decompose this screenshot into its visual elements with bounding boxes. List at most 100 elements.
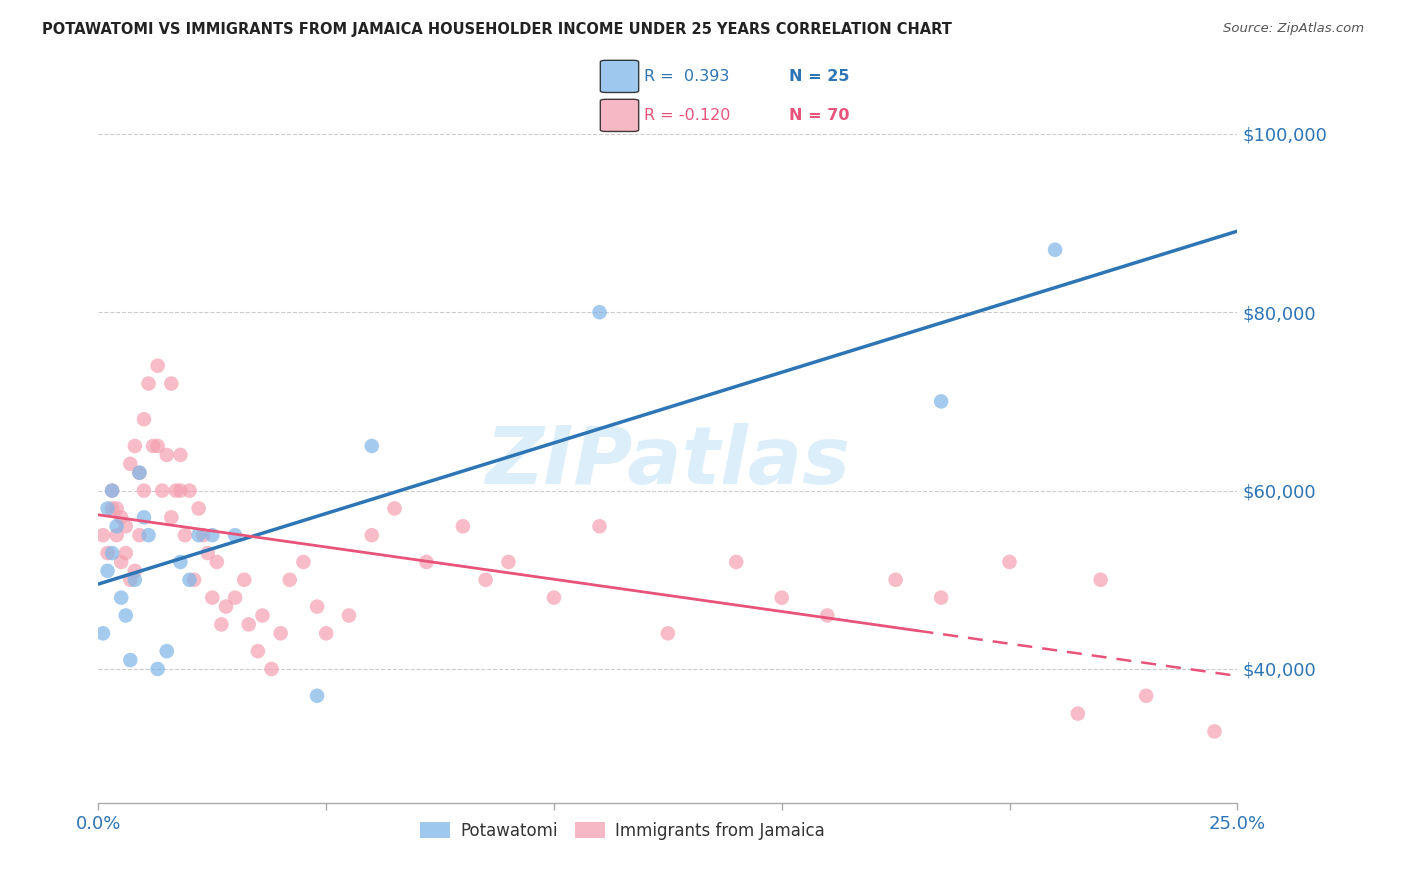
Point bbox=[187, 501, 209, 516]
Point bbox=[929, 394, 952, 409]
Point bbox=[132, 412, 155, 426]
Point bbox=[360, 439, 382, 453]
Point bbox=[307, 599, 329, 614]
Point bbox=[270, 626, 292, 640]
Point bbox=[160, 510, 183, 524]
Point bbox=[1204, 724, 1226, 739]
Point bbox=[224, 528, 246, 542]
Text: N = 25: N = 25 bbox=[790, 69, 851, 84]
Point bbox=[105, 501, 128, 516]
Point bbox=[193, 528, 215, 542]
Point bbox=[474, 573, 496, 587]
Point bbox=[146, 439, 169, 453]
Point bbox=[360, 528, 382, 542]
Point bbox=[174, 528, 197, 542]
Point bbox=[215, 599, 238, 614]
Point bbox=[588, 305, 610, 319]
Point bbox=[101, 546, 124, 560]
Point bbox=[201, 591, 224, 605]
Point bbox=[138, 376, 160, 391]
Point bbox=[246, 644, 269, 658]
Point bbox=[160, 376, 183, 391]
Point bbox=[315, 626, 337, 640]
Point bbox=[128, 466, 150, 480]
Point bbox=[124, 573, 146, 587]
Point bbox=[114, 546, 136, 560]
Point bbox=[101, 483, 124, 498]
Point bbox=[156, 448, 179, 462]
Point bbox=[278, 573, 301, 587]
Point bbox=[110, 555, 132, 569]
Point bbox=[120, 573, 142, 587]
Point bbox=[179, 483, 201, 498]
Point bbox=[150, 483, 173, 498]
Point bbox=[770, 591, 793, 605]
Point bbox=[169, 483, 191, 498]
Text: Source: ZipAtlas.com: Source: ZipAtlas.com bbox=[1223, 22, 1364, 36]
Point bbox=[132, 483, 155, 498]
Point bbox=[91, 528, 114, 542]
Point bbox=[96, 564, 118, 578]
Point bbox=[1090, 573, 1112, 587]
Point bbox=[224, 591, 246, 605]
Point bbox=[384, 501, 406, 516]
Point bbox=[1067, 706, 1090, 721]
Point bbox=[498, 555, 520, 569]
Point bbox=[201, 528, 224, 542]
Point bbox=[292, 555, 315, 569]
Point bbox=[1135, 689, 1157, 703]
Point bbox=[187, 528, 209, 542]
Point bbox=[205, 555, 228, 569]
Point bbox=[998, 555, 1021, 569]
Point bbox=[132, 510, 155, 524]
Point bbox=[165, 483, 187, 498]
Point bbox=[124, 564, 146, 578]
Point bbox=[128, 466, 150, 480]
Point bbox=[415, 555, 437, 569]
Text: R = -0.120: R = -0.120 bbox=[644, 108, 731, 123]
Point bbox=[138, 528, 160, 542]
Point bbox=[179, 573, 201, 587]
Point bbox=[128, 528, 150, 542]
Point bbox=[120, 653, 142, 667]
Point bbox=[96, 546, 118, 560]
Point bbox=[451, 519, 474, 533]
Point bbox=[815, 608, 838, 623]
Point bbox=[156, 644, 179, 658]
FancyBboxPatch shape bbox=[600, 99, 638, 131]
Point bbox=[588, 519, 610, 533]
Point bbox=[543, 591, 565, 605]
Text: R =  0.393: R = 0.393 bbox=[644, 69, 730, 84]
Point bbox=[114, 519, 136, 533]
Point bbox=[197, 546, 219, 560]
Point bbox=[209, 617, 232, 632]
Point bbox=[110, 510, 132, 524]
Point bbox=[929, 591, 952, 605]
Point bbox=[238, 617, 260, 632]
Point bbox=[91, 626, 114, 640]
Point bbox=[233, 573, 256, 587]
Point bbox=[169, 555, 191, 569]
Point bbox=[142, 439, 165, 453]
Point bbox=[252, 608, 274, 623]
Point bbox=[120, 457, 142, 471]
Point bbox=[110, 591, 132, 605]
Text: ZIPatlas: ZIPatlas bbox=[485, 423, 851, 501]
Point bbox=[101, 501, 124, 516]
Point bbox=[307, 689, 329, 703]
Point bbox=[105, 519, 128, 533]
Legend: Potawatomi, Immigrants from Jamaica: Potawatomi, Immigrants from Jamaica bbox=[413, 815, 831, 847]
FancyBboxPatch shape bbox=[600, 61, 638, 93]
Point bbox=[260, 662, 283, 676]
Point bbox=[183, 573, 205, 587]
Point bbox=[884, 573, 907, 587]
Point bbox=[124, 439, 146, 453]
Point bbox=[114, 608, 136, 623]
Point bbox=[96, 501, 118, 516]
Point bbox=[146, 662, 169, 676]
Point bbox=[169, 448, 191, 462]
Point bbox=[101, 483, 124, 498]
Point bbox=[337, 608, 360, 623]
Text: N = 70: N = 70 bbox=[790, 108, 851, 123]
Text: POTAWATOMI VS IMMIGRANTS FROM JAMAICA HOUSEHOLDER INCOME UNDER 25 YEARS CORRELAT: POTAWATOMI VS IMMIGRANTS FROM JAMAICA HO… bbox=[42, 22, 952, 37]
